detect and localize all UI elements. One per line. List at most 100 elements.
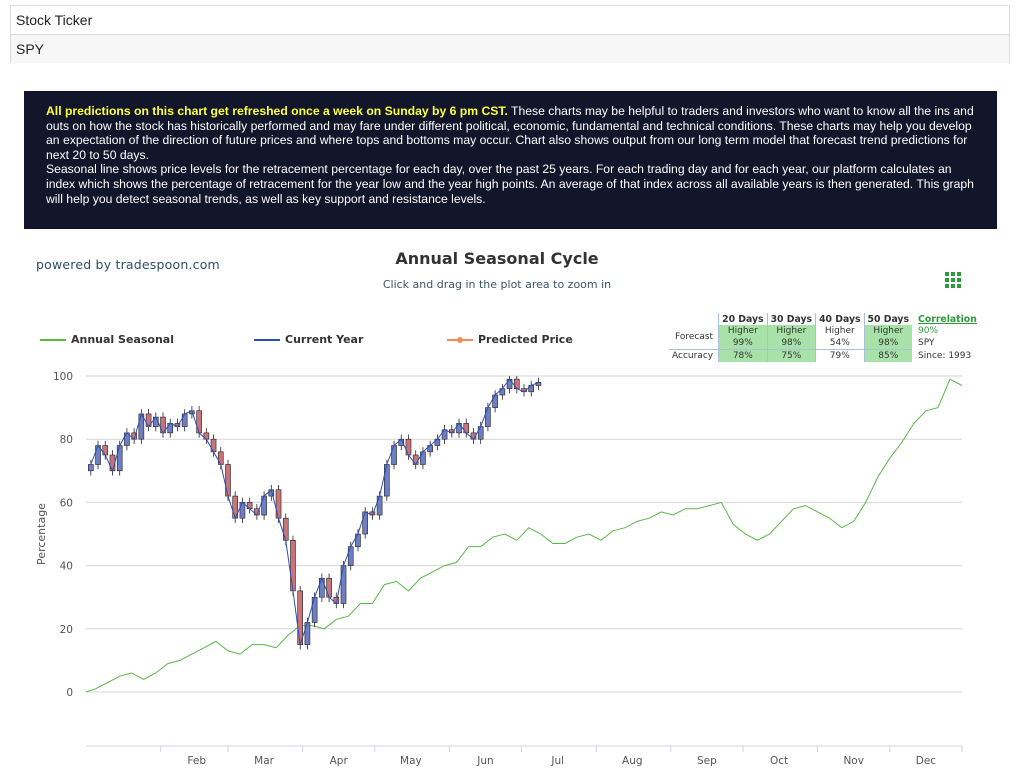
candle-body: [297, 590, 303, 645]
candle-body: [109, 454, 116, 472]
candle-body: [434, 438, 441, 446]
candle-body: [477, 426, 484, 440]
candle-body: [95, 445, 101, 465]
correlation-since: Since: 1993: [918, 350, 972, 361]
candle-body: [124, 432, 130, 446]
candle-body: [232, 495, 239, 519]
candle-body: [88, 464, 94, 472]
forecast-table-corner: [669, 313, 718, 325]
candle-body: [369, 511, 376, 516]
candle-body: [210, 438, 217, 453]
legend-item-annual-seasonal[interactable]: Annual Seasonal: [40, 333, 174, 346]
candle-body: [441, 429, 448, 440]
header-30-days: 30 Days: [766, 313, 815, 325]
forecast-pct-30: 98%: [766, 337, 816, 349]
correlation-value: 90%: [918, 326, 939, 336]
candle-body: [160, 416, 166, 434]
candle-body: [181, 413, 188, 427]
candle-body: [485, 407, 491, 427]
candle-body: [362, 511, 368, 535]
forecast-pct-20: 99%: [718, 337, 767, 349]
current-year-line: [90, 378, 539, 645]
candle-body: [239, 502, 246, 519]
accuracy-50: 85%: [863, 349, 913, 362]
predicted-line-swatch: [447, 336, 473, 343]
chart-subtitle: Click and drag in the plot area to zoom …: [382, 278, 612, 291]
x-tick-label: Mar: [254, 755, 274, 767]
header-40-days: 40 Days: [815, 313, 863, 325]
correlation-link[interactable]: Correlation: [918, 313, 977, 325]
legend-label: Predicted Price: [478, 333, 573, 346]
candle-body: [391, 445, 397, 465]
candle-body: [275, 489, 282, 519]
candle-body: [304, 622, 311, 645]
candle-body: [535, 382, 542, 386]
candle-body: [420, 451, 426, 465]
grid-menu-icon[interactable]: [945, 272, 961, 288]
ticker-value[interactable]: SPY: [11, 35, 1009, 63]
candle-body: [138, 413, 145, 440]
series-layer: [85, 376, 963, 693]
x-tick-label: Nov: [843, 755, 864, 767]
accuracy-40: 79%: [815, 349, 864, 362]
candle-body: [290, 540, 296, 592]
legend-item-current-year[interactable]: Current Year: [254, 333, 363, 346]
candle-body: [521, 388, 527, 393]
candle-body: [326, 577, 332, 598]
candle-body: [376, 495, 383, 516]
candle-body: [116, 445, 123, 472]
candle-body: [246, 502, 253, 510]
forecast-table: 20 Days 30 Days 40 Days 50 Days Correlat…: [669, 313, 980, 362]
y-axis-label: Percentage: [35, 503, 48, 565]
x-tick-label: Apr: [330, 755, 349, 767]
x-tick-label: Sep: [697, 755, 717, 767]
legend-label: Annual Seasonal: [71, 333, 174, 346]
candle-body: [470, 432, 477, 440]
candle-body: [347, 546, 354, 566]
candle-body: [405, 438, 412, 456]
x-tick-label: May: [400, 755, 422, 767]
x-tick-label: Aug: [622, 755, 643, 767]
candle-body: [225, 464, 231, 497]
candle-body: [492, 394, 498, 408]
legend-item-predicted-price[interactable]: Predicted Price: [447, 333, 573, 346]
candle-body: [145, 413, 152, 427]
y-tick-label: 80: [60, 434, 73, 446]
x-tick-label: Jul: [550, 755, 564, 767]
accuracy-30: 75%: [766, 349, 816, 362]
header-20-days: 20 Days: [718, 313, 766, 325]
info-paragraph-2: Seasonal line shows price levels for the…: [46, 162, 974, 206]
current-line-swatch: [254, 338, 280, 341]
candle-body: [333, 596, 340, 604]
candle-body: [152, 416, 159, 427]
candle-body: [196, 410, 202, 434]
candle-body: [261, 495, 267, 516]
y-tick-label: 20: [60, 624, 73, 636]
seasonal-line-swatch: [40, 338, 66, 341]
forecast-pct-50: 98%: [863, 337, 913, 349]
candle-body: [282, 517, 289, 541]
grid-lines: [86, 375, 962, 747]
candle-body: [412, 454, 419, 465]
accuracy-label: Accuracy: [669, 349, 719, 362]
powered-by-label: powered by tradespoon.com: [36, 257, 220, 272]
candle-body: [217, 451, 224, 465]
candle-body: [167, 423, 174, 434]
x-tick-label: Feb: [187, 755, 206, 767]
x-tick-label: Dec: [916, 755, 937, 767]
x-tick-label: Jun: [476, 755, 493, 767]
candle-body: [131, 432, 137, 440]
y-axis-ticks: 0 20 40 60 80 100: [53, 371, 73, 699]
candle-body: [189, 410, 195, 415]
candle-body: [398, 438, 405, 446]
candle-body: [311, 596, 318, 623]
forecast-pct-40: 54%: [815, 337, 863, 349]
candle-body: [456, 423, 462, 434]
candle-body: [499, 388, 506, 396]
candle-body: [254, 508, 260, 516]
forecast-label: Forecast: [675, 332, 714, 342]
forecast-dir-40: Higher: [815, 325, 863, 337]
info-panel: All predictions on this chart get refres…: [24, 91, 997, 229]
candle-body: [174, 423, 181, 427]
y-tick-label: 100: [53, 371, 73, 383]
